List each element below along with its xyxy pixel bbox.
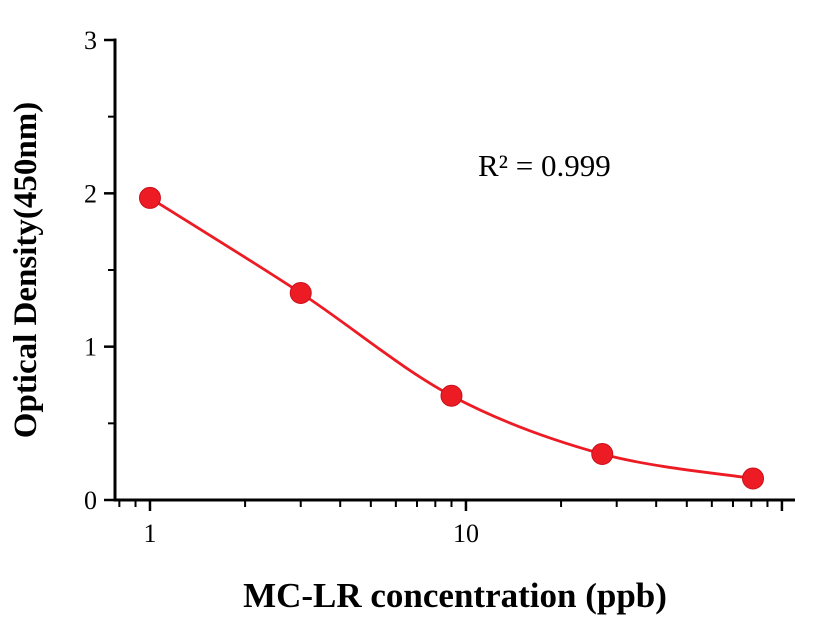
y-axis-title: Optical Density(450nm) [8,101,44,439]
y-tick-label: 3 [84,26,97,55]
y-tick-label: 2 [84,179,97,208]
r-squared-annotation: R² = 0.999 [478,148,611,183]
x-axis-title: MC-LR concentration (ppb) [243,576,667,615]
x-tick-label: 1 [143,519,156,548]
data-point-marker [742,467,765,490]
data-point-marker [289,282,312,304]
data-point-marker [138,186,161,209]
y-tick-label: 1 [84,333,97,362]
y-tick-label: 0 [84,486,97,515]
x-tick-label: 10 [453,519,479,548]
fit-curve [149,196,754,480]
data-point-marker [440,384,463,407]
data-point-marker [591,443,614,465]
